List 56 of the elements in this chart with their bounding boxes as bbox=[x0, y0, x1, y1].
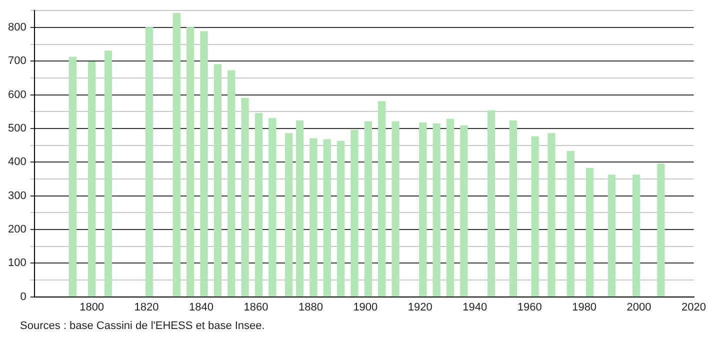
x-tick-label: 1900 bbox=[353, 301, 378, 314]
bar bbox=[323, 139, 331, 297]
bar bbox=[172, 12, 180, 297]
x-tick-label: 1820 bbox=[134, 301, 159, 314]
bar bbox=[548, 133, 556, 297]
x-tick-label: 1920 bbox=[408, 301, 432, 314]
bar bbox=[186, 27, 194, 297]
y-tick-label: 100 bbox=[8, 257, 26, 270]
x-tick-label: 1800 bbox=[80, 301, 104, 314]
bar bbox=[392, 121, 400, 297]
bar bbox=[214, 64, 222, 297]
bar bbox=[487, 110, 496, 297]
bar bbox=[364, 121, 372, 297]
y-tick-label: 400 bbox=[8, 156, 26, 168]
bar bbox=[268, 118, 276, 297]
x-tick-label: 2000 bbox=[626, 301, 652, 314]
y-tick-label: 600 bbox=[8, 88, 26, 101]
bar bbox=[509, 120, 518, 297]
y-tick-label: 200 bbox=[8, 223, 26, 236]
bar bbox=[460, 125, 468, 297]
bar bbox=[336, 140, 345, 297]
bar bbox=[657, 163, 665, 297]
bar bbox=[145, 27, 154, 297]
y-tick-label: 0 bbox=[20, 290, 26, 303]
bar bbox=[531, 136, 539, 297]
bar bbox=[419, 122, 427, 297]
x-tick-label: 1860 bbox=[244, 301, 268, 314]
bar bbox=[566, 151, 574, 297]
x-tick-label: 1880 bbox=[298, 301, 323, 314]
bar bbox=[378, 101, 386, 297]
y-tick-label: 700 bbox=[8, 55, 26, 68]
bar bbox=[296, 120, 304, 297]
y-tick-label: 800 bbox=[8, 21, 26, 34]
bar bbox=[350, 130, 358, 297]
y-tick-label: 500 bbox=[8, 122, 26, 134]
x-tick-label: 1940 bbox=[462, 301, 488, 314]
bar bbox=[432, 123, 440, 297]
bar bbox=[284, 133, 293, 297]
bar bbox=[68, 56, 76, 297]
bar bbox=[104, 50, 112, 297]
bar bbox=[446, 118, 454, 297]
bar bbox=[200, 31, 208, 297]
bar bbox=[608, 174, 616, 297]
bar bbox=[254, 112, 263, 297]
y-tick-label: 300 bbox=[8, 190, 26, 202]
source-note: Sources : base Cassini de l'EHESS et base Insee. bbox=[20, 320, 266, 332]
bar bbox=[228, 70, 236, 297]
x-tick-label: 1840 bbox=[189, 301, 214, 314]
bar bbox=[586, 168, 594, 297]
x-tick-label: 1980 bbox=[572, 301, 597, 314]
bar bbox=[88, 61, 96, 297]
bar bbox=[632, 174, 640, 297]
x-tick-label: 2020 bbox=[682, 301, 706, 314]
x-tick-label: 1960 bbox=[517, 301, 542, 314]
bar bbox=[310, 138, 318, 297]
bar bbox=[241, 98, 249, 297]
